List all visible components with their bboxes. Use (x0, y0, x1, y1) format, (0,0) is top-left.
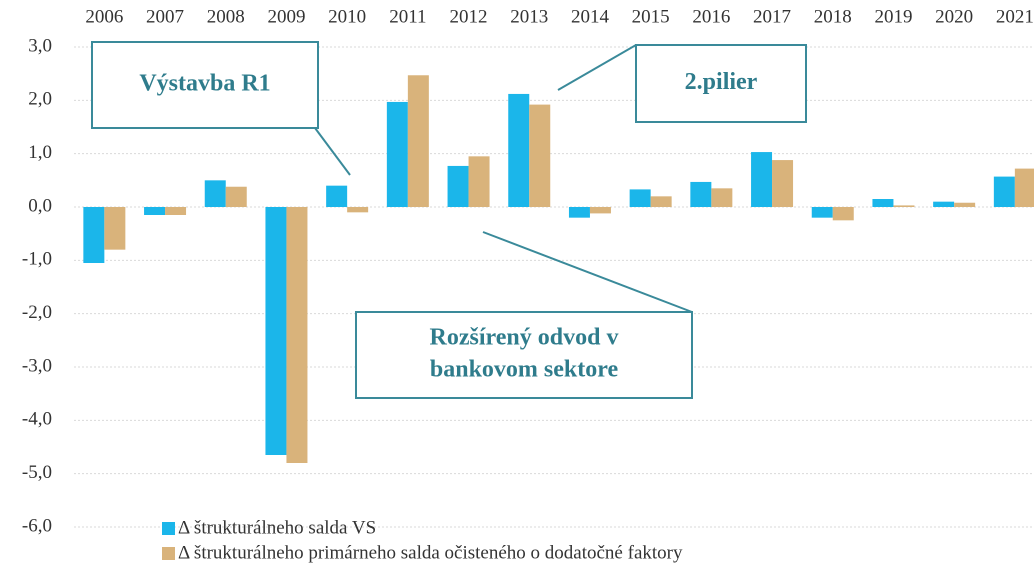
y-tick-label: 0,0 (28, 195, 52, 216)
annotation-text: Výstavba R1 (139, 71, 270, 97)
y-tick-label: -1,0 (22, 249, 52, 270)
annotation-box (355, 311, 693, 399)
legend-swatch (162, 522, 175, 535)
y-tick-label: 3,0 (28, 35, 52, 56)
bar (993, 176, 1015, 207)
x-tick-label: 2017 (753, 6, 791, 27)
y-tick-label: 2,0 (28, 89, 52, 110)
bar (104, 207, 126, 250)
x-tick-label: 2012 (450, 6, 488, 27)
bar (629, 189, 651, 207)
x-tick-label: 2020 (935, 6, 973, 27)
legend-swatch (162, 547, 175, 560)
x-tick-label: 2008 (207, 6, 245, 27)
bar (386, 101, 408, 207)
bar (225, 186, 247, 207)
bar (326, 185, 348, 207)
bar (832, 207, 854, 221)
callout-line (557, 44, 637, 91)
annotation-text: 2.pilier (685, 69, 758, 95)
legend-label: Δ štrukturálneho primárneho salda očiste… (178, 542, 683, 563)
bar (286, 207, 308, 463)
y-tick-label: -3,0 (22, 355, 52, 376)
y-tick-label: -6,0 (22, 515, 52, 536)
bar (772, 160, 794, 207)
bar (83, 207, 105, 263)
y-tick-label: 1,0 (28, 142, 52, 163)
legend-label: Δ štrukturálneho salda VS (178, 517, 376, 538)
bar (529, 104, 551, 207)
y-tick-label: -4,0 (22, 409, 52, 430)
y-tick-label: -2,0 (22, 302, 52, 323)
annotation-box (635, 44, 807, 123)
bar (468, 156, 490, 207)
bar (568, 207, 590, 218)
y-tick-label: -5,0 (22, 462, 52, 483)
bar (144, 207, 166, 215)
annotation-box (91, 41, 319, 129)
x-tick-label: 2010 (328, 6, 366, 27)
annotation-text: Rozšírený odvod v (430, 325, 619, 351)
x-tick-label: 2009 (267, 6, 305, 27)
x-tick-label: 2016 (692, 6, 730, 27)
x-tick-label: 2019 (874, 6, 912, 27)
x-tick-label: 2013 (510, 6, 548, 27)
bar (893, 205, 915, 207)
callout-line (314, 127, 351, 176)
bar (933, 201, 955, 207)
x-tick-label: 2006 (85, 6, 123, 27)
bar (954, 202, 976, 207)
x-tick-label: 2014 (571, 6, 610, 27)
bar (872, 199, 894, 207)
bar (1014, 168, 1034, 207)
annotation-text: bankovom sektore (430, 357, 619, 383)
bar (447, 165, 469, 207)
bar (204, 180, 226, 207)
x-tick-label: 2011 (389, 6, 426, 27)
bar (690, 181, 712, 207)
callout-line (482, 231, 693, 313)
bar (589, 207, 611, 214)
x-tick-label: 2015 (632, 6, 670, 27)
bar (265, 207, 287, 455)
x-tick-label: 2018 (814, 6, 852, 27)
bar (407, 75, 429, 208)
bar (811, 207, 833, 218)
x-tick-label: 2021 (996, 6, 1034, 27)
bar (347, 207, 369, 213)
x-tick-label: 2007 (146, 6, 184, 27)
bar (751, 152, 773, 207)
bar (165, 207, 187, 215)
bar (650, 196, 672, 207)
bar (508, 93, 530, 207)
bar (711, 188, 733, 207)
